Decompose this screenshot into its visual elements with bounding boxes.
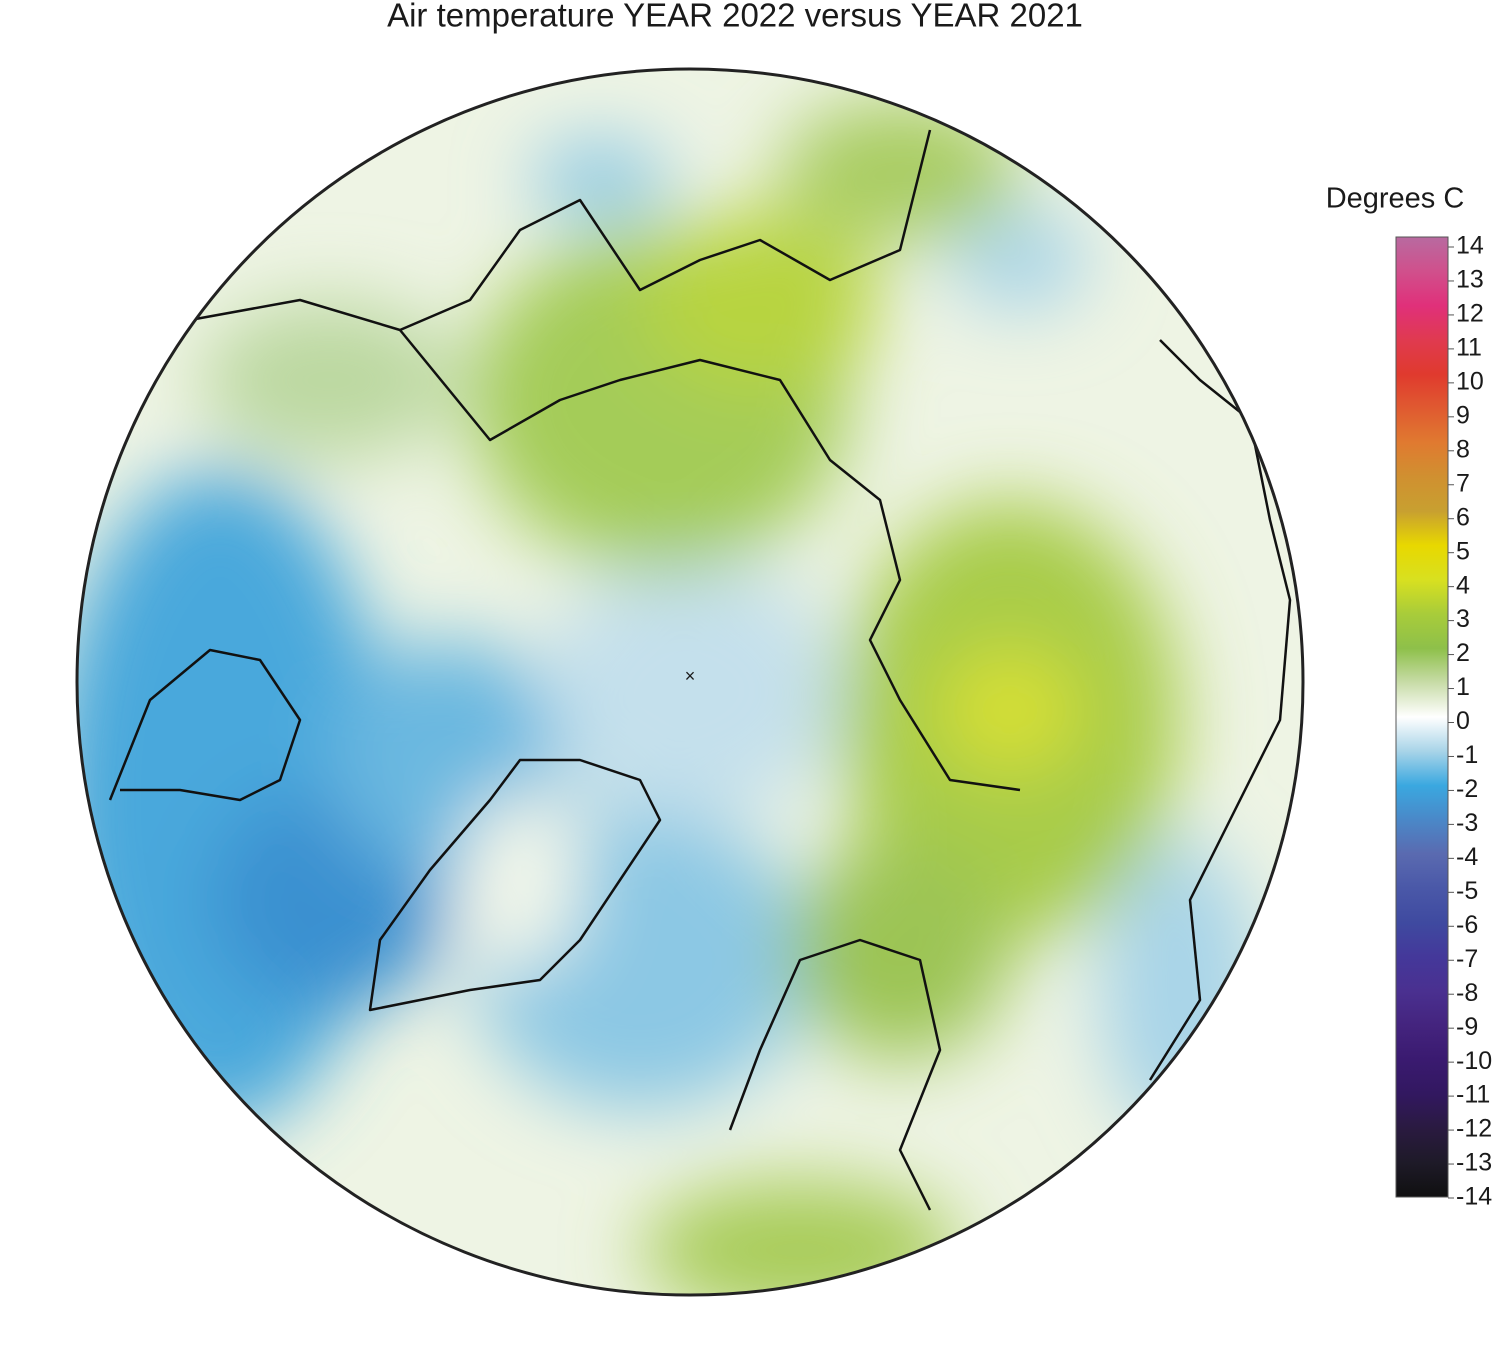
colorbar-tick-label: 9 [1456,401,1470,429]
colorbar [1395,236,1449,1198]
colorbar-tick-label: 5 [1456,537,1470,565]
colorbar-tick-label: 7 [1456,469,1470,497]
colorbar-tick-label: -5 [1456,877,1478,905]
colorbar-tick-label: 3 [1456,605,1470,633]
chart-title: Air temperature YEAR 2022 versus YEAR 20… [387,0,1083,34]
colorbar-tick-label: 2 [1456,639,1470,667]
colorbar-tick-label: 11 [1456,334,1482,362]
colorbar-tick-label: -8 [1456,979,1478,1007]
colorbar-tick-label: -6 [1456,911,1478,939]
colorbar-tick-label: 12 [1456,300,1484,328]
colorbar-tick-label: 14 [1456,232,1484,260]
colorbar-tick-label: -7 [1456,945,1478,973]
colorbar-tick-label: -13 [1456,1149,1492,1177]
colorbar-tick-label: -11 [1456,1081,1490,1109]
colorbar-tick-label: -10 [1456,1047,1492,1075]
colorbar-tick-label: -2 [1456,775,1478,803]
map: × [77,69,1303,1295]
colorbar-tick-label: -3 [1456,809,1478,837]
colorbar-tick-label: 10 [1456,367,1484,395]
coastline [728,938,942,1211]
colorbar-tick-label: -4 [1456,843,1478,871]
colorbar-tick-label: 0 [1456,707,1470,735]
coastline [189,129,932,332]
colorbar-tick-label: -1 [1456,741,1478,769]
coastline [368,758,662,1012]
coastline [399,329,1021,792]
colorbar-tick-label: 13 [1456,266,1484,294]
colorbar-tick-label: 1 [1456,673,1470,701]
colorbar-label: Degrees C [1326,183,1465,215]
colorbar-tick-label: 6 [1456,503,1470,531]
colorbar-tick-label: -9 [1456,1013,1478,1041]
colorbar-tick-label: -14 [1456,1183,1492,1211]
colorbar-tick-label: -12 [1456,1115,1492,1143]
colorbar-tick-label: 8 [1456,435,1470,463]
colorbar-tick-label: 4 [1456,571,1470,599]
map-border [75,67,1305,1297]
coastline [108,648,302,802]
pole-marker: × [685,666,696,686]
coastline [1148,339,1292,1081]
